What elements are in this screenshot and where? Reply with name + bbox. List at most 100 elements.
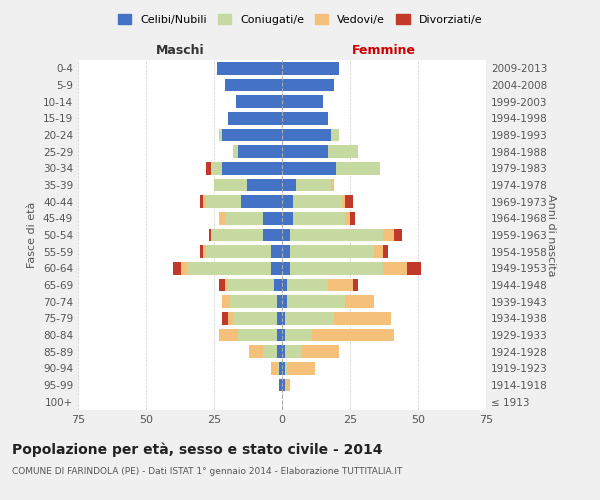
Legend: Celibi/Nubili, Coniugati/e, Vedovi/e, Divorziati/e: Celibi/Nubili, Coniugati/e, Vedovi/e, Di… (115, 10, 485, 28)
Bar (222, 312, 227, 324)
Bar (301, 346, 339, 358)
Bar (383, 262, 407, 274)
Bar (220, 212, 225, 224)
Text: Popolazione per età, sesso e stato civile - 2014: Popolazione per età, sesso e stato civil… (12, 442, 383, 457)
Y-axis label: Fasce di età: Fasce di età (28, 202, 37, 268)
Bar (206, 196, 241, 208)
Bar (220, 329, 238, 341)
Bar (282, 212, 293, 224)
Bar (296, 179, 331, 192)
Bar (271, 262, 282, 274)
Bar (344, 212, 350, 224)
Bar (290, 229, 383, 241)
Y-axis label: Anni di nascita: Anni di nascita (546, 194, 556, 276)
Bar (282, 246, 290, 258)
Bar (227, 279, 274, 291)
Bar (282, 379, 285, 391)
Bar (277, 296, 282, 308)
Bar (209, 229, 211, 241)
Bar (282, 346, 285, 358)
Bar (200, 196, 203, 208)
Bar (282, 312, 285, 324)
Bar (220, 279, 225, 291)
Bar (290, 262, 383, 274)
Bar (293, 196, 342, 208)
Bar (374, 246, 383, 258)
Bar (287, 279, 328, 291)
Bar (263, 212, 282, 224)
Bar (394, 229, 401, 241)
Bar (206, 246, 271, 258)
Bar (230, 296, 277, 308)
Bar (236, 96, 282, 108)
Bar (263, 229, 282, 241)
Bar (211, 162, 222, 174)
Bar (282, 179, 296, 192)
Bar (271, 362, 277, 374)
Bar (227, 112, 282, 124)
Bar (282, 79, 334, 92)
Bar (331, 129, 339, 141)
Bar (225, 212, 263, 224)
Bar (328, 279, 353, 291)
Bar (222, 162, 282, 174)
Bar (225, 79, 282, 92)
Bar (203, 196, 206, 208)
Bar (200, 246, 203, 258)
Text: Maschi: Maschi (155, 44, 205, 57)
Bar (263, 346, 277, 358)
Bar (274, 279, 282, 291)
Bar (285, 346, 301, 358)
Bar (250, 346, 263, 358)
Bar (285, 312, 334, 324)
Bar (334, 312, 391, 324)
Bar (331, 179, 334, 192)
Bar (203, 246, 206, 258)
Bar (285, 362, 287, 374)
Bar (233, 312, 277, 324)
Bar (277, 329, 282, 341)
Bar (238, 329, 277, 341)
Bar (211, 229, 263, 241)
Bar (181, 262, 187, 274)
Bar (279, 379, 282, 391)
Bar (282, 112, 328, 124)
Bar (222, 129, 282, 141)
Bar (285, 379, 290, 391)
Bar (214, 179, 247, 192)
Bar (187, 262, 271, 274)
Bar (227, 312, 233, 324)
Bar (220, 129, 222, 141)
Bar (383, 229, 394, 241)
Bar (225, 279, 227, 291)
Bar (312, 329, 394, 341)
Bar (344, 196, 353, 208)
Bar (206, 162, 211, 174)
Bar (337, 162, 380, 174)
Bar (282, 279, 287, 291)
Bar (282, 296, 287, 308)
Bar (277, 346, 282, 358)
Bar (293, 212, 344, 224)
Bar (353, 279, 358, 291)
Bar (282, 146, 328, 158)
Text: COMUNE DI FARINDOLA (PE) - Dati ISTAT 1° gennaio 2014 - Elaborazione TUTTITALIA.: COMUNE DI FARINDOLA (PE) - Dati ISTAT 1°… (12, 468, 403, 476)
Bar (173, 262, 181, 274)
Bar (241, 196, 282, 208)
Bar (282, 229, 290, 241)
Bar (328, 146, 358, 158)
Bar (344, 296, 374, 308)
Bar (282, 329, 285, 341)
Bar (282, 62, 339, 74)
Bar (342, 196, 344, 208)
Bar (282, 196, 293, 208)
Text: Femmine: Femmine (352, 44, 416, 57)
Bar (282, 96, 323, 108)
Bar (383, 246, 388, 258)
Bar (282, 362, 285, 374)
Bar (271, 246, 282, 258)
Bar (350, 212, 355, 224)
Bar (282, 162, 337, 174)
Bar (407, 262, 421, 274)
Bar (282, 262, 290, 274)
